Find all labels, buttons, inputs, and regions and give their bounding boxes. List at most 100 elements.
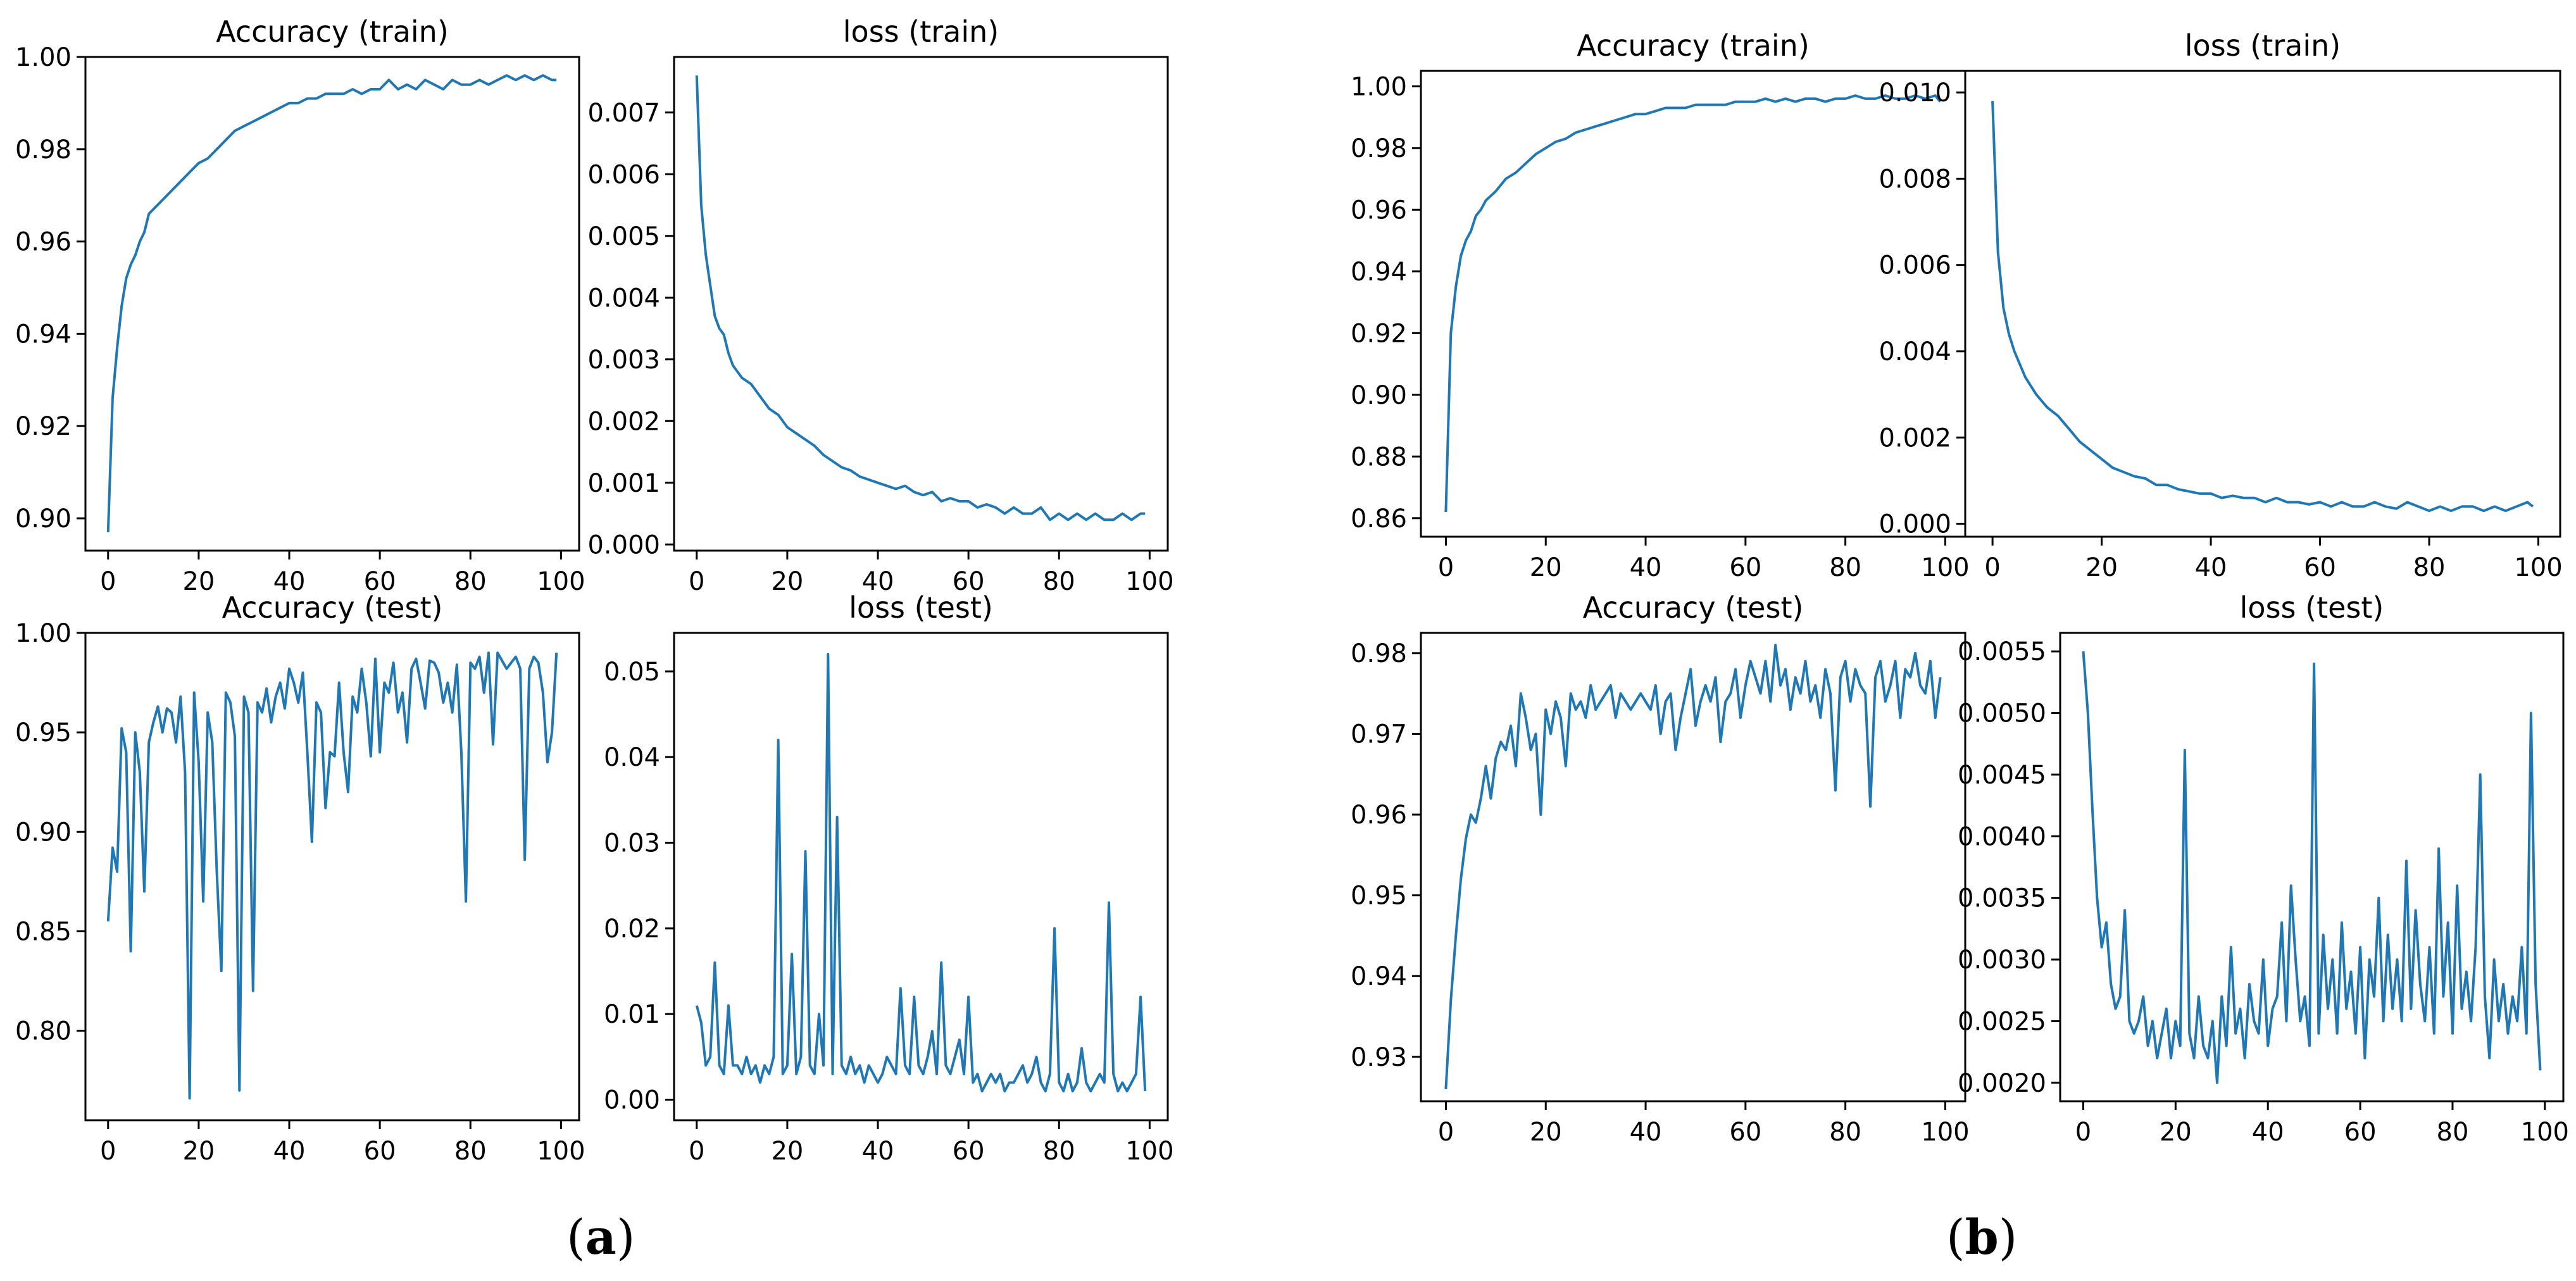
y-tick-label: 0.000: [587, 530, 660, 559]
y-tick-label: 0.004: [587, 284, 660, 313]
axes-frame: [1420, 70, 1966, 538]
y-tick-label: 0.92: [1351, 319, 1407, 348]
chart-a-acc-train: Accuracy (train) 0 20 40 60 80 100 0.90 0.92 0.94…: [15, 15, 585, 596]
chart-title: loss (test): [849, 591, 993, 625]
caption-a: (a): [566, 1209, 635, 1265]
chart-title: loss (test): [2240, 591, 2384, 625]
y-tick-label: 1.00: [15, 43, 72, 72]
y-tick-label: 0.92: [15, 412, 72, 441]
x-tick-label: 60: [364, 1137, 396, 1166]
x-tick-label: 80: [454, 1137, 487, 1166]
y-tick-label: 1.00: [15, 619, 72, 648]
x-tick-label: 20: [1530, 553, 1562, 582]
x-tick-label: 80: [1829, 1118, 1861, 1147]
y-tick-label: 0.007: [587, 99, 660, 128]
x-tick-label: 20: [771, 1137, 803, 1166]
y-tick-label: 0.03: [604, 829, 660, 858]
x-tick-label: 100: [1125, 567, 1173, 596]
y-tick-label: 0.80: [15, 1017, 72, 1046]
y-tick-label: 0.003: [587, 346, 660, 375]
x-tick-label: 40: [273, 1137, 306, 1166]
chart-a-loss-train: loss (train) 0 20 40 60 80 100 0.000 0.001 0.002 0…: [587, 15, 1173, 596]
y-tick-label: 0.93: [1351, 1043, 1407, 1072]
x-tick-label: 40: [273, 567, 306, 596]
y-tick-label: 0.90: [15, 818, 72, 847]
y-tick-label: 0.02: [604, 915, 660, 944]
y-tick-label: 0.05: [604, 658, 660, 687]
y-tick-label: 0.0040: [1958, 822, 2046, 851]
y-tick-label: 0.98: [1351, 134, 1407, 163]
y-tick-label: 0.006: [1879, 251, 1951, 280]
y-tick-label: 0.88: [1351, 442, 1407, 472]
y-tick-label: 0.002: [1879, 423, 1951, 453]
caption-b: (b): [1946, 1209, 2017, 1265]
axes-frame: [1420, 632, 1966, 1103]
x-tick-label: 0: [1438, 553, 1454, 582]
y-tick-label: 0.005: [587, 222, 660, 251]
y-tick-label: 0.96: [15, 228, 72, 257]
x-tick-label: 0: [100, 1137, 116, 1166]
y-tick-label: 0.010: [1879, 78, 1951, 108]
y-tick-label: 0.00: [604, 1086, 660, 1115]
caption-a-close: ): [616, 1209, 635, 1265]
chart-b-loss-train: loss (train) 0 20 40 60 80 100 0.000 0.002 0.004 0…: [1879, 28, 2562, 582]
x-tick-label: 100: [2521, 1118, 2569, 1147]
y-tick-label: 0.002: [587, 407, 660, 436]
x-tick-label: 20: [1530, 1118, 1562, 1147]
y-tick-label: 0.0055: [1958, 637, 2046, 666]
x-tick-label: 80: [2437, 1118, 2469, 1147]
axes-frame: [84, 632, 580, 1122]
x-tick-label: 20: [771, 567, 803, 596]
x-tick-label: 40: [2195, 553, 2227, 582]
y-tick-label: 0.86: [1351, 504, 1407, 534]
y-tick-label: 0.0035: [1958, 884, 2046, 913]
x-tick-label: 0: [1984, 553, 2000, 582]
x-tick-label: 80: [2413, 553, 2446, 582]
y-tick-label: 0.97: [1351, 720, 1407, 749]
axes-frame: [84, 56, 580, 552]
series-line-accuracy: [106, 74, 557, 532]
series-line-accuracy: [1444, 644, 1942, 1090]
y-tick-label: 1.00: [1351, 72, 1407, 101]
chart-title: Accuracy (train): [1577, 28, 1810, 63]
x-tick-label: 0: [689, 567, 704, 596]
axes-frame: [673, 632, 1169, 1122]
x-tick-label: 60: [1729, 553, 1761, 582]
chart-title: Accuracy (train): [216, 15, 449, 49]
x-tick-label: 40: [1630, 553, 1662, 582]
caption-a-letter: a: [585, 1209, 616, 1265]
x-tick-label: 0: [2075, 1118, 2091, 1147]
chart-b-acc-test: Accuracy (test) 0 20 40 60 80 100 0.93 0.94 0.95 0…: [1351, 591, 1970, 1147]
y-tick-label: 0.01: [604, 1000, 660, 1029]
x-tick-label: 100: [537, 1137, 585, 1166]
x-tick-label: 60: [953, 1137, 985, 1166]
y-tick-label: 0.0045: [1958, 761, 2046, 790]
x-tick-label: 100: [1921, 553, 1969, 582]
x-tick-label: 20: [2160, 1118, 2192, 1147]
y-tick-label: 0.96: [1351, 801, 1407, 830]
x-tick-label: 40: [862, 567, 894, 596]
x-tick-label: 100: [537, 567, 585, 596]
chart-title: Accuracy (test): [222, 591, 443, 625]
series-line-loss: [2082, 651, 2542, 1084]
y-tick-label: 0.95: [1351, 882, 1407, 911]
series-line-loss: [1991, 101, 2534, 513]
x-tick-label: 40: [862, 1137, 894, 1166]
x-tick-label: 0: [1438, 1118, 1454, 1147]
x-tick-label: 60: [2344, 1118, 2377, 1147]
y-tick-label: 0.98: [15, 135, 72, 165]
y-tick-label: 0.004: [1879, 337, 1951, 366]
x-tick-label: 20: [182, 1137, 215, 1166]
y-tick-label: 0.98: [1351, 639, 1407, 668]
y-tick-label: 0.94: [15, 320, 72, 349]
chart-title: loss (train): [843, 15, 999, 49]
series-line-loss: [695, 653, 1147, 1092]
y-tick-label: 0.0020: [1958, 1069, 2046, 1098]
x-tick-label: 20: [2085, 553, 2118, 582]
x-tick-label: 80: [1043, 1137, 1075, 1166]
chart-a-acc-test: Accuracy (test) 0 20 40 60 80 100 0.80 0.85 0.90 0…: [15, 591, 585, 1166]
y-tick-label: 0.006: [587, 160, 660, 189]
y-tick-label: 0.0050: [1958, 699, 2046, 728]
x-tick-label: 80: [454, 567, 487, 596]
